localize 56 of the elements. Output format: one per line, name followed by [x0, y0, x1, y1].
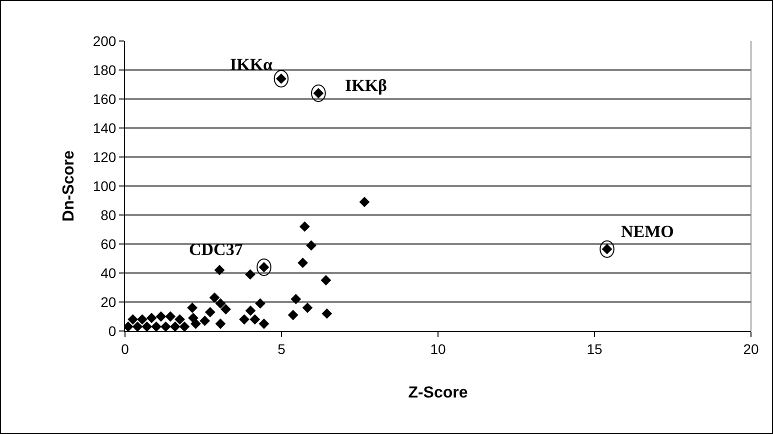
point: [245, 306, 256, 316]
annotation: IKKβ: [345, 76, 388, 95]
y-tick-label: 20: [100, 294, 116, 310]
y-tick-label: 40: [100, 264, 116, 281]
point: [288, 310, 298, 320]
annotation: NEMO: [621, 222, 674, 241]
point: [132, 321, 143, 331]
point: [190, 318, 201, 329]
point: [187, 302, 198, 313]
point: [215, 318, 226, 329]
point: [165, 311, 176, 322]
point: [215, 298, 226, 309]
point: [174, 314, 185, 325]
point: [306, 240, 316, 251]
point: [245, 269, 256, 280]
x-tick-label: 0: [121, 340, 130, 357]
point: [299, 221, 310, 232]
y-tick-label: 160: [92, 90, 116, 107]
point: [128, 314, 138, 325]
x-tick-label: 5: [278, 340, 286, 357]
point: [151, 321, 162, 331]
point: [320, 275, 332, 286]
point: [239, 314, 250, 325]
y-tick-label: 140: [92, 120, 116, 136]
x-tick-label: 20: [743, 340, 759, 357]
point: [204, 306, 216, 318]
point: [302, 302, 313, 313]
point: [258, 318, 270, 329]
point: [179, 321, 190, 331]
point: [160, 321, 171, 331]
x-tick-label: 10: [430, 340, 446, 357]
point: [156, 311, 166, 322]
y-tick-label: 200: [92, 32, 116, 49]
y-tick-label: 80: [100, 206, 116, 223]
y-tick-label: 0: [108, 322, 116, 339]
y-tick-label: 100: [92, 178, 116, 194]
point: [255, 298, 266, 309]
point: [137, 314, 148, 325]
point: [170, 321, 180, 331]
y-tick-label: 120: [92, 148, 116, 165]
point: [359, 196, 370, 208]
point: [322, 308, 332, 319]
point: [220, 304, 231, 314]
point: [200, 316, 210, 326]
x-axis-title: Z-Score: [408, 384, 468, 402]
point: [214, 264, 225, 276]
point: [250, 314, 260, 325]
point: [146, 312, 157, 324]
point: [142, 321, 152, 331]
x-tick-label: 15: [586, 340, 602, 357]
point: [298, 258, 308, 268]
point: [290, 294, 302, 304]
y-axis-title: Dn-Score: [60, 150, 78, 222]
y-tick-label: 60: [100, 236, 116, 252]
point: [209, 292, 220, 303]
y-tick-label: 180: [92, 62, 116, 78]
